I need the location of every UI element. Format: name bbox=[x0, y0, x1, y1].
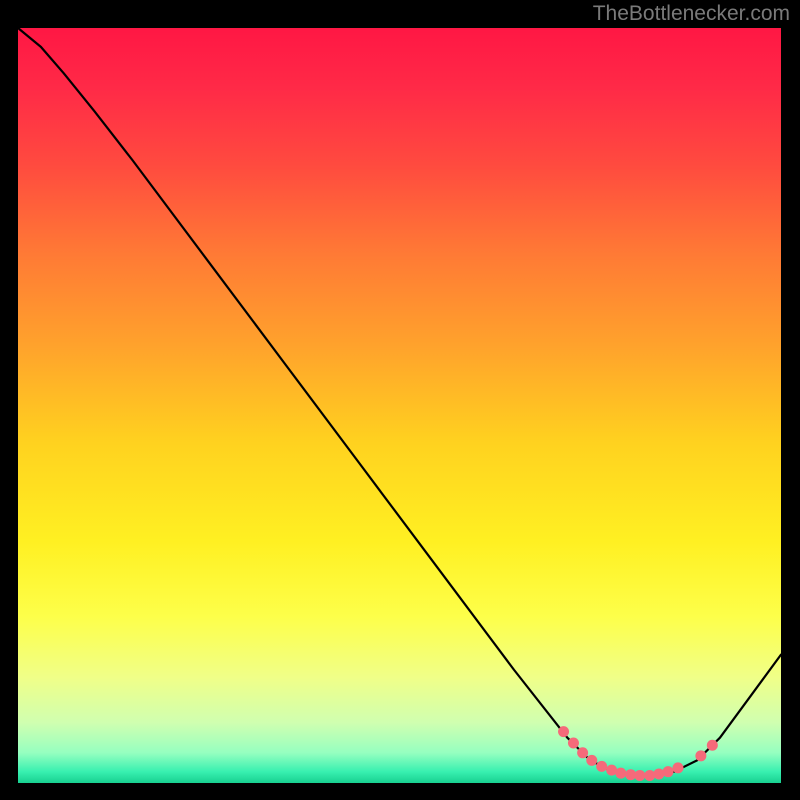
marker-dot bbox=[672, 762, 683, 773]
marker-dot bbox=[577, 747, 588, 758]
watermark-text: TheBottlenecker.com bbox=[593, 2, 790, 26]
chart-svg bbox=[0, 0, 800, 800]
marker-dot bbox=[644, 770, 655, 781]
marker-dot bbox=[634, 770, 645, 781]
marker-dot bbox=[653, 768, 664, 779]
plot-background bbox=[18, 28, 781, 783]
marker-dot bbox=[695, 750, 706, 761]
marker-dot bbox=[707, 740, 718, 751]
marker-dot bbox=[568, 737, 579, 748]
bottleneck-chart: TheBottlenecker.com bbox=[0, 0, 800, 800]
marker-dot bbox=[663, 766, 674, 777]
marker-dot bbox=[596, 761, 607, 772]
marker-dot bbox=[615, 768, 626, 779]
marker-dot bbox=[558, 726, 569, 737]
marker-dot bbox=[586, 755, 597, 766]
